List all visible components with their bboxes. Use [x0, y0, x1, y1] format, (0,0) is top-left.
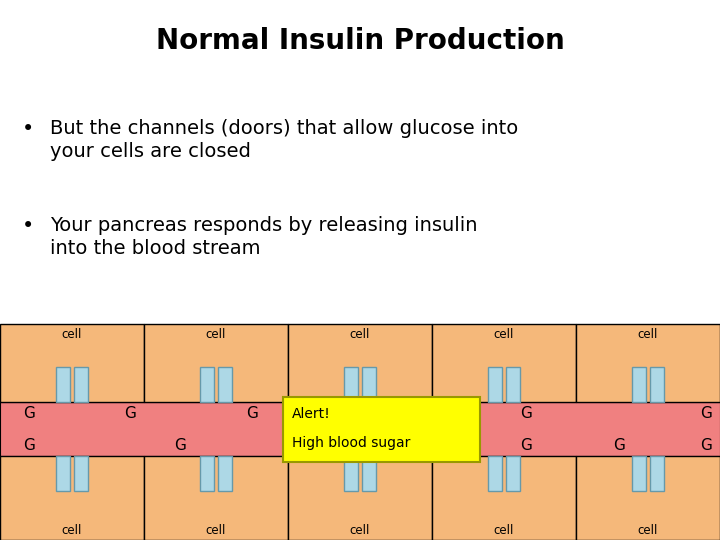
- Bar: [649, 367, 664, 402]
- Bar: [56, 367, 71, 402]
- Bar: [218, 456, 233, 491]
- Bar: [432, 324, 576, 402]
- Bar: [144, 456, 288, 540]
- Bar: [200, 367, 215, 402]
- Text: G: G: [347, 438, 359, 453]
- Text: But the channels (doors) that allow glucose into
your cells are closed: But the channels (doors) that allow gluc…: [50, 119, 518, 161]
- Text: Your pancreas responds by releasing insulin
into the blood stream: Your pancreas responds by releasing insu…: [50, 216, 478, 259]
- Text: G: G: [174, 438, 186, 453]
- FancyBboxPatch shape: [283, 397, 480, 462]
- Text: •: •: [22, 216, 34, 236]
- Text: cell: cell: [350, 524, 370, 537]
- Text: G: G: [520, 438, 531, 453]
- Bar: [200, 456, 215, 491]
- Bar: [361, 367, 376, 402]
- Bar: [218, 367, 233, 402]
- Text: High blood sugar: High blood sugar: [292, 436, 410, 450]
- Bar: [288, 324, 432, 402]
- Text: G: G: [23, 438, 35, 453]
- Bar: [0, 402, 720, 456]
- Bar: [488, 367, 503, 402]
- Text: cell: cell: [638, 524, 658, 537]
- Bar: [432, 456, 576, 540]
- Bar: [0, 324, 144, 402]
- Bar: [74, 456, 89, 491]
- Text: G: G: [397, 406, 409, 421]
- Text: G: G: [23, 406, 35, 421]
- Bar: [505, 367, 521, 402]
- Text: cell: cell: [206, 328, 226, 341]
- Text: cell: cell: [350, 328, 370, 341]
- Bar: [0, 456, 144, 540]
- Bar: [632, 367, 647, 402]
- Text: cell: cell: [638, 328, 658, 341]
- Text: G: G: [376, 438, 387, 453]
- Bar: [344, 367, 359, 402]
- Bar: [56, 456, 71, 491]
- Text: G: G: [124, 406, 135, 421]
- Text: G: G: [246, 406, 258, 421]
- Text: cell: cell: [62, 524, 82, 537]
- Text: •: •: [22, 119, 34, 139]
- Bar: [576, 324, 720, 402]
- Bar: [632, 456, 647, 491]
- Bar: [488, 456, 503, 491]
- Bar: [505, 456, 521, 491]
- Bar: [649, 456, 664, 491]
- Text: cell: cell: [494, 524, 514, 537]
- Text: Alert!: Alert!: [292, 407, 330, 421]
- Text: cell: cell: [62, 328, 82, 341]
- Text: G: G: [369, 406, 380, 421]
- Text: G: G: [520, 406, 531, 421]
- Bar: [144, 324, 288, 402]
- Text: G: G: [613, 438, 625, 453]
- Text: cell: cell: [206, 524, 226, 537]
- Bar: [344, 456, 359, 491]
- Bar: [288, 456, 432, 540]
- Text: cell: cell: [494, 328, 514, 341]
- Text: G: G: [700, 438, 711, 453]
- Bar: [74, 367, 89, 402]
- Bar: [361, 456, 376, 491]
- Bar: [576, 456, 720, 540]
- Text: Normal Insulin Production: Normal Insulin Production: [156, 27, 564, 55]
- Text: G: G: [700, 406, 711, 421]
